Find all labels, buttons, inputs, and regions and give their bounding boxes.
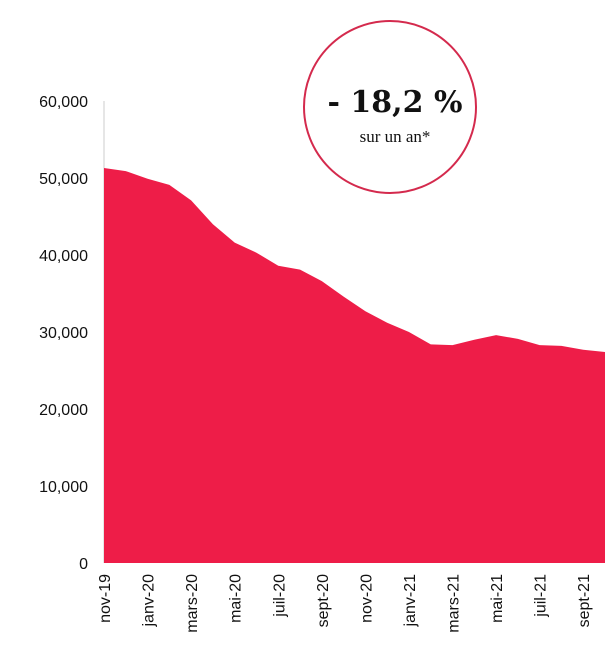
x-tick-label: sept-21 bbox=[576, 574, 593, 627]
annotation-subtext: sur un an* bbox=[360, 127, 431, 146]
x-tick-label: sept-20 bbox=[315, 574, 332, 627]
x-tick-label: nov-19 bbox=[97, 574, 114, 623]
y-tick-label: 60,000 bbox=[39, 94, 88, 111]
y-tick-label: 50,000 bbox=[39, 171, 88, 188]
plot bbox=[104, 167, 605, 564]
y-tick-label: 20,000 bbox=[39, 402, 88, 419]
y-tick-label: 0 bbox=[79, 556, 88, 573]
x-tick-label: janv-21 bbox=[402, 574, 419, 628]
x-tick-label: mars-21 bbox=[446, 574, 463, 633]
y-tick-label: 30,000 bbox=[39, 325, 88, 342]
annotation-circle bbox=[303, 20, 477, 194]
x-tick-label: mars-20 bbox=[184, 574, 201, 633]
annotation-value: - 18,2 % bbox=[328, 85, 463, 120]
y-tick-label: 40,000 bbox=[39, 248, 88, 265]
x-tick-label: nov-20 bbox=[358, 574, 375, 623]
area bbox=[104, 167, 605, 564]
x-tick-label: janv-20 bbox=[141, 574, 158, 628]
x-tick-label: mai-20 bbox=[228, 574, 245, 623]
x-tick-label: juil-20 bbox=[271, 574, 288, 618]
x-tick-label: mai-21 bbox=[489, 574, 506, 623]
y-tick-label: 10,000 bbox=[39, 479, 88, 496]
x-tick-label: juil-21 bbox=[533, 574, 550, 618]
